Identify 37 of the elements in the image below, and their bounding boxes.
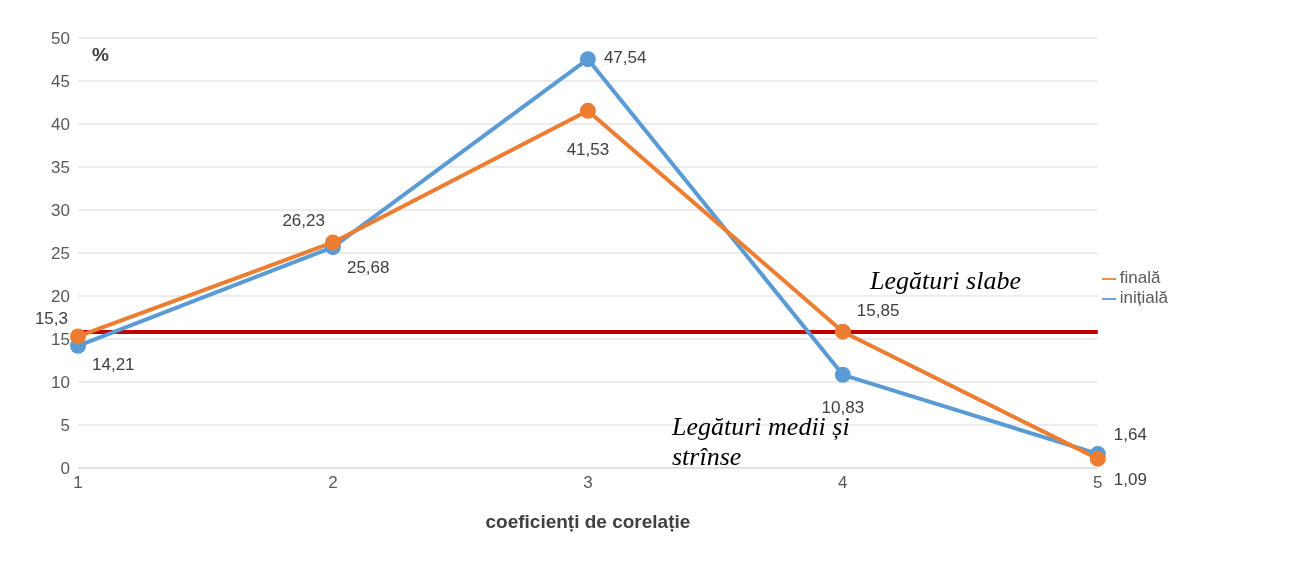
- x-tick-label: 5: [1093, 473, 1103, 493]
- y-tick-label: 20: [51, 287, 70, 307]
- y-tick-label: 10: [51, 373, 70, 393]
- legend-label: inițială: [1119, 288, 1168, 307]
- y-tick-label: 40: [51, 115, 70, 135]
- y-tick-label: 15: [51, 330, 70, 350]
- point: [834, 323, 851, 340]
- point: [324, 234, 341, 251]
- data-label: 1,64: [1113, 424, 1147, 444]
- data-label: 47,54: [603, 48, 647, 68]
- point: [70, 328, 86, 345]
- point: [1089, 450, 1106, 467]
- data-label: 25,68: [346, 258, 390, 278]
- data-label: 15,85: [856, 300, 900, 320]
- x-tick-label: 1: [73, 473, 83, 493]
- x-tick-label: 4: [838, 473, 848, 493]
- y-tick-label: 50: [51, 29, 70, 49]
- x-tick-label: 2: [328, 473, 338, 493]
- y-tick-label: 45: [51, 72, 70, 92]
- data-label: 1,09: [1113, 469, 1147, 489]
- legend-label: finală: [1119, 268, 1161, 287]
- data-label: 14,21: [92, 354, 135, 374]
- annotation: Legături slabe: [870, 265, 1021, 296]
- data-label: 15,3: [34, 309, 68, 329]
- x-axis-title: coeficienți de corelație: [485, 511, 691, 532]
- y-tick-label: 30: [51, 201, 70, 221]
- y-axis-title: %: [92, 44, 109, 66]
- y-tick-label: 5: [60, 416, 70, 436]
- point: [579, 51, 596, 68]
- y-tick-label: 0: [60, 459, 70, 479]
- point: [579, 102, 596, 119]
- y-tick-label: 25: [51, 244, 70, 264]
- point: [834, 366, 851, 383]
- data-label: 26,23: [282, 211, 325, 231]
- y-tick-label: 35: [51, 158, 70, 178]
- x-tick-label: 3: [583, 473, 593, 493]
- data-label: 41,53: [566, 139, 610, 159]
